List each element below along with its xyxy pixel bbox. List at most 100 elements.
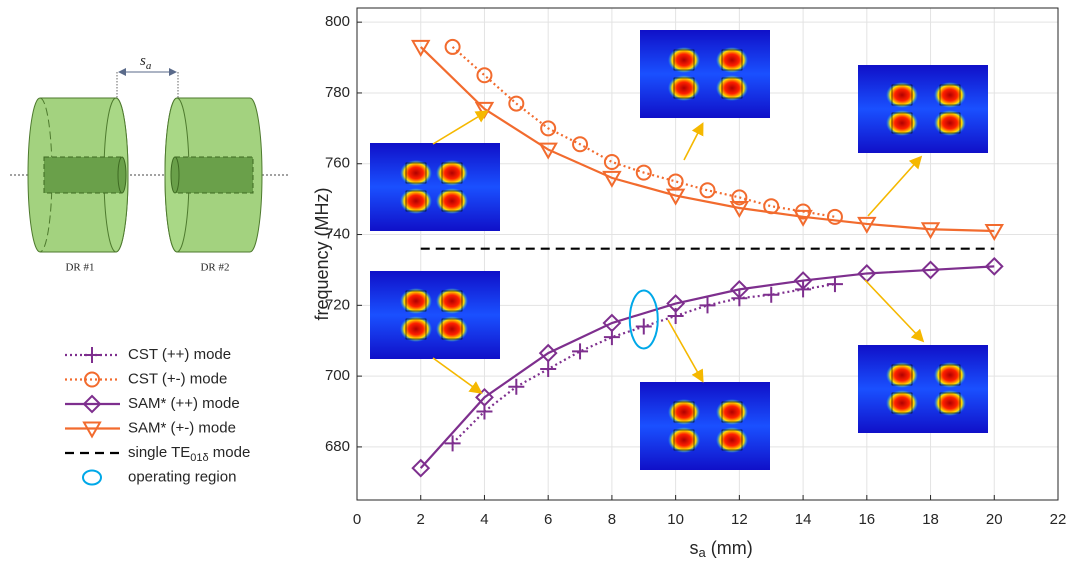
marker (857, 216, 877, 234)
x-label-unit: (mm) (706, 538, 753, 558)
field-lobe (400, 188, 432, 214)
marker (82, 394, 102, 414)
field-lobe (400, 160, 432, 186)
x-tick-label: 14 (795, 511, 812, 528)
marker (475, 387, 494, 407)
pointer-arrow (667, 319, 704, 383)
y-tick-label: 800 (325, 13, 350, 30)
x-label-base: s (690, 538, 699, 558)
dr-label: DR #2 (200, 262, 229, 274)
field-lobe (436, 188, 468, 214)
field-lobe (668, 75, 700, 101)
field-lobe (886, 362, 918, 388)
pointer-arrow (432, 110, 489, 145)
field-box (891, 112, 913, 134)
marker (82, 421, 102, 439)
legend-label: operating region (128, 468, 236, 485)
marker (665, 188, 686, 206)
marker (572, 343, 589, 360)
marker (984, 223, 1004, 242)
marker (476, 67, 493, 84)
marker (538, 343, 558, 363)
field-box (673, 401, 695, 423)
marker (444, 38, 461, 55)
x-tick-label: 6 (544, 511, 552, 528)
series-line (419, 265, 995, 469)
marker (540, 120, 557, 137)
marker (411, 39, 431, 57)
x-tick-label: 2 (417, 511, 425, 528)
legend-ellipse (82, 469, 102, 486)
marker (635, 318, 652, 335)
field-lobe (668, 427, 700, 453)
series-line (451, 46, 836, 218)
field-box (891, 84, 913, 106)
field-box (721, 401, 743, 423)
x-tick-label: 16 (858, 511, 875, 528)
marker (603, 153, 620, 170)
field-box (721, 49, 743, 71)
pointer-arrow (683, 122, 704, 161)
field-box (441, 318, 463, 340)
marker (444, 435, 461, 452)
field-box (673, 49, 695, 71)
marker (729, 279, 749, 299)
field-box (939, 364, 961, 386)
field-lobe (934, 110, 966, 136)
field-lobe (716, 75, 748, 101)
y-tick-label: 720 (325, 296, 350, 313)
field-lobe (436, 160, 468, 186)
marker (666, 294, 686, 313)
x-tick-label: 10 (667, 511, 684, 528)
marker (699, 297, 716, 314)
field-lobe (934, 390, 966, 416)
x-label-sub: a (699, 545, 707, 560)
marker (474, 101, 495, 119)
field-box (405, 190, 427, 212)
field-box (891, 392, 913, 414)
field-lobe (934, 82, 966, 108)
marker (729, 200, 750, 219)
field-map (640, 382, 770, 470)
marker (731, 189, 748, 206)
field-map (858, 65, 988, 153)
y-tick-label: 700 (325, 367, 350, 384)
marker (763, 286, 780, 303)
pointer-arrow (432, 357, 483, 394)
marker (921, 260, 940, 280)
field-lobe (436, 288, 468, 314)
resonator-diagram: sa DR #1 DR #2 (10, 53, 288, 274)
field-lobe (716, 399, 748, 425)
y-tick-label: 680 (325, 438, 350, 455)
field-box (939, 392, 961, 414)
marker (602, 313, 622, 333)
marker (826, 276, 843, 293)
marker (793, 271, 813, 290)
field-lobe (668, 399, 700, 425)
marker (572, 136, 589, 153)
y-axis-label: frequency (MHz) (312, 187, 332, 320)
marker (540, 361, 557, 378)
field-box (721, 429, 743, 451)
field-box (405, 162, 427, 184)
field-lobe (886, 82, 918, 108)
gap-label-base: s (140, 53, 146, 69)
field-lobe (400, 288, 432, 314)
dr-label: DR #1 (65, 262, 94, 274)
field-map (370, 271, 500, 359)
marker (699, 182, 716, 199)
field-lobe (886, 110, 918, 136)
field-box (405, 290, 427, 312)
y-tick-label: 760 (325, 155, 350, 172)
field-box (721, 77, 743, 99)
field-box (673, 77, 695, 99)
field-box (891, 364, 913, 386)
y-tick-label: 780 (325, 84, 350, 101)
x-tick-label: 22 (1050, 511, 1067, 528)
gap-label: sa (140, 53, 152, 71)
field-box (673, 429, 695, 451)
marker (411, 458, 431, 478)
field-insets (370, 30, 988, 470)
gap-label-sub: a (146, 60, 152, 72)
legend-label: SAM* (++) mode (128, 395, 240, 412)
